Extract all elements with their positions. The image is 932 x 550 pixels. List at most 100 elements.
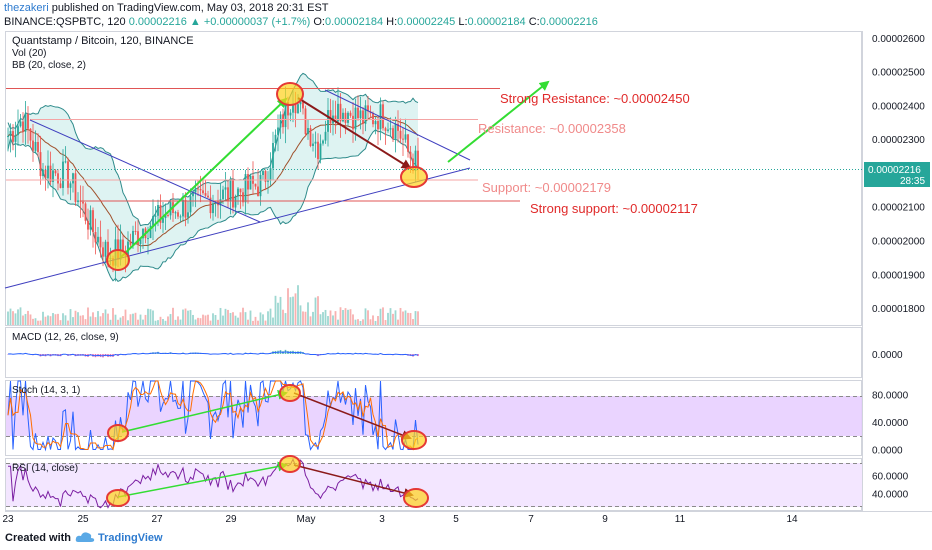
stoch-tick-label: 0.0000 [872, 446, 903, 457]
candle-body [179, 216, 182, 218]
support-label[interactable]: Support: ~0.00002179 [482, 180, 611, 195]
volume-bar [252, 320, 254, 325]
candle-body [74, 173, 77, 202]
low-circle-marker[interactable] [106, 249, 130, 271]
candle-body [182, 200, 184, 217]
stoch-label: Stoch (14, 3, 1) [12, 385, 80, 396]
stoch-red-arrow[interactable] [293, 392, 412, 440]
volume-bar [317, 296, 319, 325]
current-price-tag [864, 162, 930, 187]
volume-bar [354, 319, 357, 325]
volume-bar [404, 310, 407, 325]
candle-body [407, 134, 409, 152]
candle-body [389, 128, 392, 130]
volume-bar [64, 315, 67, 325]
macd-tick-label: 0.0000 [872, 350, 903, 361]
candle-body [12, 131, 14, 142]
candle-body [289, 112, 292, 116]
time-tick-label: 23 [2, 514, 14, 525]
volume-bar [42, 311, 44, 325]
rsi-red-arrow[interactable] [293, 464, 414, 498]
strong-support-label[interactable]: Strong support: ~0.00002117 [530, 201, 698, 216]
rsi-green-arrow[interactable] [117, 461, 288, 498]
candle-body [374, 121, 377, 125]
volume-bar [227, 309, 229, 325]
tradingview-brand[interactable]: TradingView [98, 532, 163, 544]
volume-bar [214, 314, 217, 325]
candle-body [177, 212, 179, 217]
volume-bar [249, 310, 252, 325]
volume-bar [412, 319, 414, 325]
candle-body [367, 105, 369, 112]
red-down-arrow[interactable] [297, 97, 412, 170]
candle-body [244, 174, 247, 203]
volume-bar [332, 315, 334, 325]
stoch-low-circle[interactable] [107, 424, 129, 442]
channel-top-line[interactable] [324, 89, 471, 161]
candle-body [219, 199, 222, 206]
volume-bar [162, 318, 164, 325]
time-tick-label: 7 [528, 514, 534, 525]
current-circle-marker[interactable] [400, 166, 428, 188]
volume-bar [134, 312, 137, 325]
candle-body [57, 173, 59, 184]
price-axis[interactable] [862, 31, 932, 511]
stoch-green-arrow[interactable] [121, 389, 288, 433]
candle-body [82, 201, 84, 204]
candle-body [184, 200, 187, 218]
rsi-current-circle[interactable] [403, 488, 429, 508]
candle-body [152, 216, 154, 226]
volume-bar [247, 319, 249, 325]
candle-body [89, 210, 92, 230]
rsi-tick-label: 60.0000 [872, 471, 909, 482]
candle-body [167, 214, 169, 216]
candle-body [387, 129, 389, 131]
candle-body [382, 104, 384, 129]
candle-body [9, 131, 12, 137]
stoch-d-line [7, 380, 419, 451]
ascending-trendline[interactable] [4, 167, 471, 289]
green-projection-arrow[interactable] [447, 80, 550, 163]
candle-body [67, 161, 69, 188]
stoch-current-circle[interactable] [401, 430, 427, 450]
volume-bar [322, 312, 324, 325]
strong-resistance-label[interactable]: Strong Resistance: ~0.00002450 [500, 91, 690, 106]
volume-bar [209, 320, 212, 325]
candle-body [132, 230, 134, 245]
volume-bar [109, 319, 112, 325]
current-price-text: 0.00002216 [868, 165, 921, 176]
volume-bar [144, 314, 147, 325]
candle-body [97, 236, 99, 243]
price-tick-label: 0.00002300 [872, 135, 925, 146]
rsi-high-circle[interactable] [279, 455, 301, 473]
volume-bar [392, 313, 394, 325]
candle-body [24, 113, 27, 132]
descending-trendline[interactable] [29, 119, 261, 223]
macd-pane[interactable] [5, 327, 862, 378]
high-circle-marker[interactable] [276, 82, 304, 106]
chart-canvas[interactable]: 0.00002600 0.00002500 0.00002400 0.00002300… [0, 0, 932, 527]
candle-body [174, 212, 177, 214]
time-tick-label: 9 [602, 514, 608, 525]
stoch-high-circle[interactable] [279, 384, 301, 402]
volume-bar [304, 311, 307, 325]
last-price: 0.00002216 [128, 16, 187, 28]
candle-body [154, 215, 157, 217]
main-pane[interactable] [5, 31, 862, 326]
resistance-label[interactable]: Resistance: ~0.00002358 [478, 121, 626, 136]
author-name[interactable]: thezakeri [4, 2, 49, 14]
green-up-arrow[interactable] [119, 97, 288, 259]
candle-body [229, 179, 232, 201]
candle-body [47, 165, 49, 179]
candle-body [92, 210, 94, 233]
rsi-low-circle[interactable] [106, 489, 130, 507]
publish-info: thezakeri published on TradingView.com, … [4, 2, 329, 14]
candle-body [324, 131, 327, 141]
volume-bar [99, 316, 102, 325]
volume-bar [382, 307, 384, 325]
volume-bar [289, 297, 292, 325]
volume-bar [189, 310, 192, 325]
candle-body [274, 134, 277, 143]
candle-body [349, 112, 352, 116]
candle-body [362, 110, 364, 124]
